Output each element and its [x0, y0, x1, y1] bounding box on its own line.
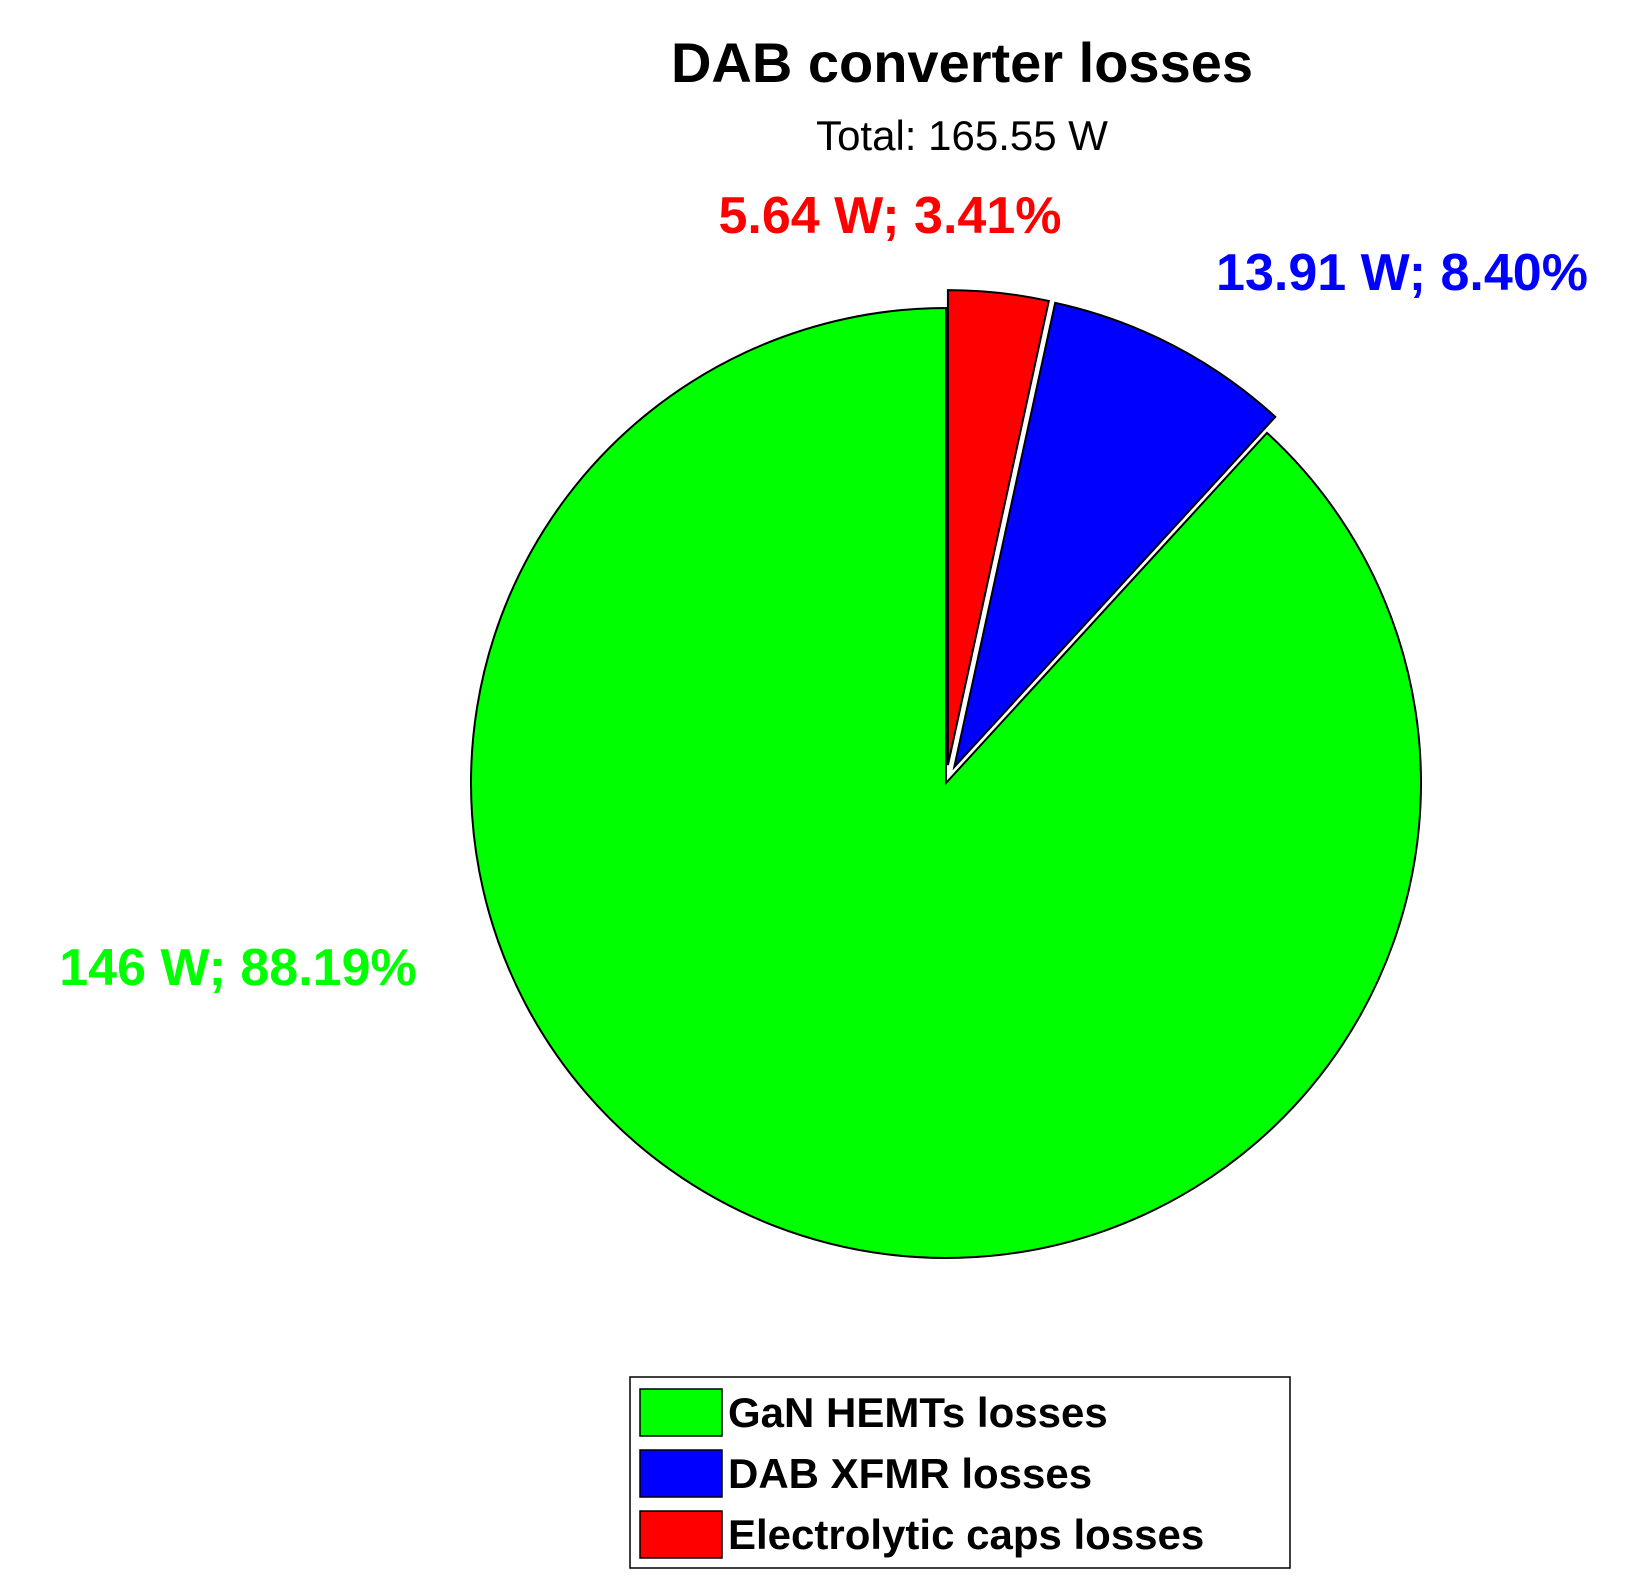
pie-slice-dab-xfmr [952, 301, 1277, 771]
legend-label-electrolytic-caps: Electrolytic caps losses [728, 1511, 1204, 1558]
pie-slice-gan-hemts [470, 306, 1422, 1259]
data-label-electrolytic-caps: 5.64 W; 3.41% [718, 187, 1061, 245]
legend-label-dab-xfmr: DAB XFMR losses [728, 1450, 1092, 1497]
pie-slices [470, 289, 1422, 1259]
chart-title: DAB converter losses [671, 31, 1253, 94]
legend-entry-dab-xfmr: DAB XFMR losses [639, 1449, 1092, 1498]
legend-swatch-dab-xfmr [639, 1449, 723, 1498]
pie-data-labels: 146 W; 88.19% 13.91 W; 8.40% 5.64 W; 3.41% [59, 187, 1588, 997]
chart-subtitle: Total: 165.55 W [816, 112, 1108, 159]
pie-slice-electrolytic-caps [946, 289, 1051, 766]
legend-swatch-gan-hemts [639, 1388, 723, 1437]
legend-box [629, 1376, 1291, 1569]
legend-swatch-electrolytic-caps [639, 1510, 723, 1559]
legend-entry-electrolytic-caps: Electrolytic caps losses [639, 1510, 1204, 1559]
legend: GaN HEMTs losses DAB XFMR losses Electro… [629, 1376, 1291, 1569]
legend-entry-gan-hemts: GaN HEMTs losses [639, 1388, 1108, 1437]
data-label-gan-hemts: 146 W; 88.19% [59, 939, 416, 997]
legend-label-gan-hemts: GaN HEMTs losses [728, 1389, 1108, 1436]
data-label-dab-xfmr: 13.91 W; 8.40% [1216, 244, 1588, 302]
